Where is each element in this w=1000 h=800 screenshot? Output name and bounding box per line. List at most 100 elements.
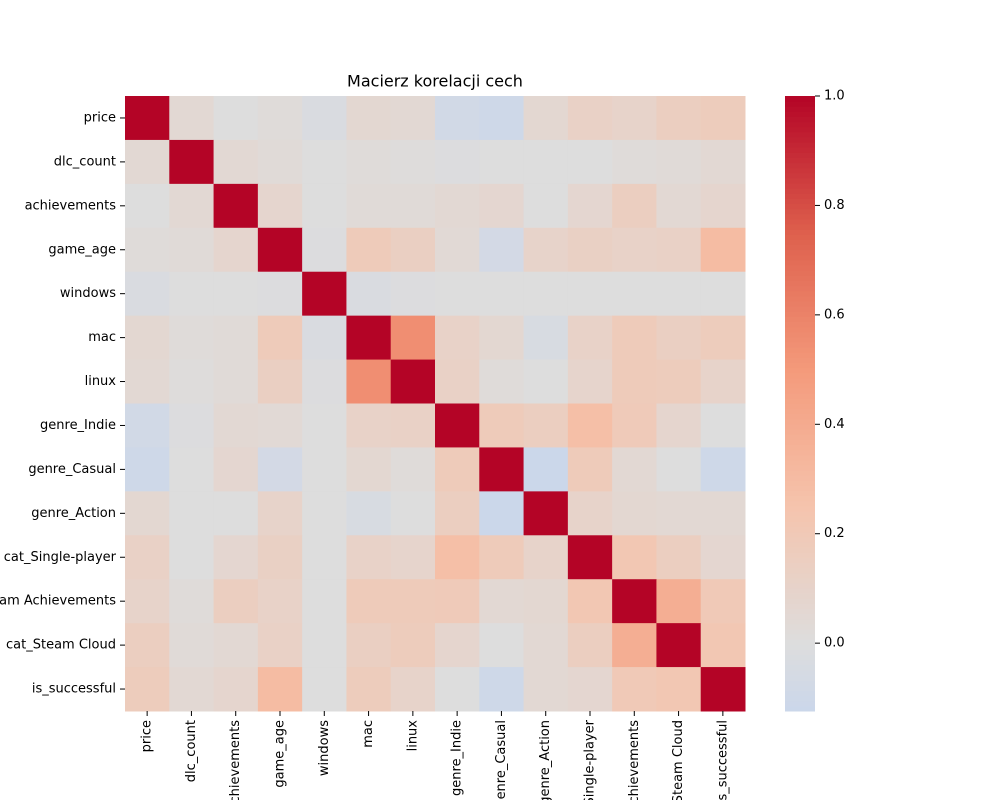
colorbar-segment [785,331,815,338]
heatmap-cell [612,271,657,317]
heatmap-cell [346,271,392,317]
heatmap-cell [390,491,436,536]
heatmap-cell [479,447,525,492]
heatmap-cell [656,535,702,580]
x-tick-label: genre_Indie [450,720,465,796]
x-tick-label: mac [361,720,376,748]
colorbar-segment [785,675,815,681]
colorbar-segment [785,459,815,466]
colorbar-segment [785,598,815,604]
y-tick-label: dlc_count [54,154,116,169]
heatmap-cell [435,139,480,185]
heatmap-cell [656,96,702,141]
heatmap-cell [656,403,702,448]
heatmap-cell [612,447,657,492]
colorbar-segment [785,449,815,456]
heatmap-cell [125,271,170,317]
colorbar-segment [785,480,815,486]
colorbar-segment [785,275,815,281]
colorbar-segment [785,511,815,517]
heatmap-cell [257,491,303,536]
heatmap-cell [125,315,170,361]
heatmap-cell [169,315,215,361]
heatmap-cell [612,535,657,580]
colorbar-segment [785,224,815,230]
heatmap-cell [125,623,170,668]
colorbar-segment [785,649,815,656]
colorbar-segment [785,567,815,574]
heatmap-cell [257,447,303,492]
heatmap-cell [700,579,746,624]
heatmap-cell [656,139,702,185]
heatmap-cell [523,579,569,624]
colorbar-segment [785,111,815,117]
heatmap-cell [567,96,613,141]
heatmap-cell [302,271,347,317]
colorbar-segment [785,690,815,697]
colorbar-segment [785,193,815,199]
heatmap-cell [700,403,746,448]
colorbar-segment [785,577,815,584]
heatmap-cell [479,271,525,317]
colorbar-segment [785,403,815,410]
heatmap-cell [700,623,746,668]
heatmap-cell [390,139,436,185]
heatmap-cell [523,315,569,361]
heatmap-cell [567,139,613,185]
colorbar-segment [785,167,815,174]
heatmap-cell [479,359,525,404]
y-tick-label: cat_Single-player [4,550,117,565]
heatmap-cell [612,359,657,404]
colorbar-segment [785,362,815,369]
heatmap-cell [656,359,702,404]
heatmap-cell [169,271,215,317]
heatmap-cell [567,447,613,492]
heatmap-cell [567,623,613,668]
heatmap-cell [567,271,613,317]
heatmap-cell [656,623,702,668]
heatmap-cell [213,667,259,712]
heatmap-cell [125,183,170,229]
colorbar-segment [785,183,815,189]
heatmap-cell [302,667,347,712]
heatmap-cell [257,139,303,185]
heatmap-cell [612,315,657,361]
x-tick-label: genre_Action [538,720,553,800]
heatmap-cell [656,491,702,536]
x-tick-label: cat_Steam Achievements [627,720,642,800]
colorbar-segment [785,219,815,225]
heatmap-cell [700,359,746,404]
y-tick-label: achievements [25,198,117,213]
heatmap-cell [213,139,259,185]
heatmap-cell [302,623,347,668]
heatmap-cell [435,315,480,361]
heatmap-cell [213,183,259,229]
colorbar-segment [785,116,815,123]
heatmap-cell [390,271,436,317]
heatmap-cell [435,579,480,624]
heatmap-cell [656,667,702,712]
heatmap-cell [213,96,259,141]
heatmap-cell [390,315,436,361]
colorbar-segment [785,541,815,548]
colorbar-segment [785,393,815,399]
heatmap-cell [213,447,259,492]
colorbar-segment [785,613,815,620]
heatmap-cell [169,579,215,624]
colorbar-segment [785,439,815,445]
heatmap-cell [346,96,392,141]
heatmap-cell [390,359,436,404]
colorbar-segment [785,126,815,133]
colorbar-segment [785,562,815,568]
heatmap-cell [302,403,347,448]
colorbar-segment [785,239,815,246]
colorbar-segment [785,96,815,102]
colorbar-segment [785,152,815,158]
x-tick-label: is_successful [715,720,730,800]
colorbar-segment [785,352,815,358]
colorbar-segment [785,547,815,553]
colorbar-segment [785,495,815,502]
colorbar-segment [785,244,815,251]
colorbar-segment [785,249,815,256]
heatmap-cell [125,139,170,185]
